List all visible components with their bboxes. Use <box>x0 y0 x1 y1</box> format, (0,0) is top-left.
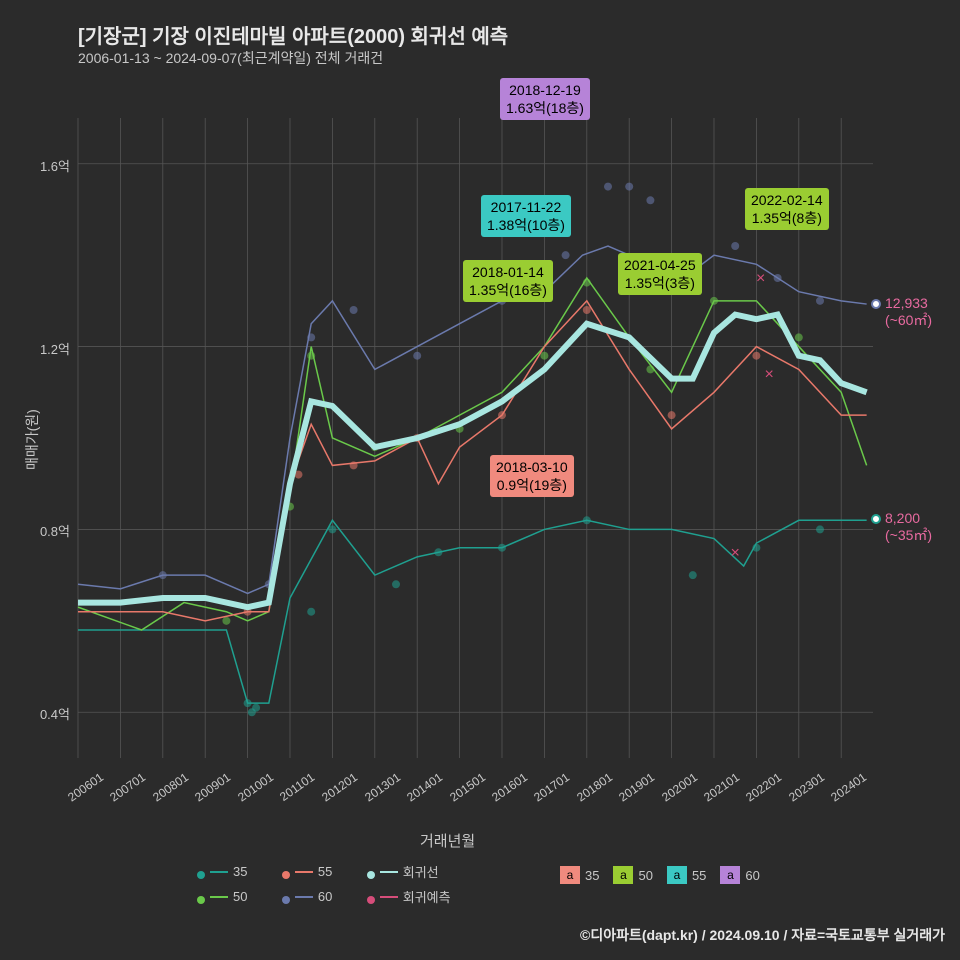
chart-container: [기장군] 기장 이진테마빌 아파트(2000) 회귀선 예측 2006-01-… <box>0 0 960 960</box>
annotation-box: 2021-04-251.35억(3층) <box>618 253 702 295</box>
legend-box-item: a50 <box>613 866 652 884</box>
credit-text: ©디아파트(dapt.kr) / 2024.09.10 / 자료=국토교통부 실… <box>580 925 945 945</box>
legend-item: 회귀선 <box>380 862 480 881</box>
end-label: 12,933(~60㎡) <box>885 295 932 329</box>
y-tick-label: 0.4억 <box>40 704 70 723</box>
legend-item: 회귀예측 <box>380 887 480 906</box>
legend-item: 50 <box>210 887 277 906</box>
end-label: 8,200(~35㎡) <box>885 510 932 544</box>
legend-box-item: a55 <box>667 866 706 884</box>
annotation-box: 2018-01-141.35억(16층) <box>463 260 553 302</box>
annotation-box: 2018-12-191.63억(18층) <box>500 78 590 120</box>
svg-text:×: × <box>764 366 773 383</box>
annotation-box: 2022-02-141.35억(8층) <box>745 188 829 230</box>
annotation-box: 2018-03-100.9억(19층) <box>490 455 574 497</box>
y-tick-label: 1.2억 <box>40 339 70 358</box>
legend-item: 60 <box>295 887 362 906</box>
plot-svg: × × × <box>0 0 960 960</box>
legend-lines: 35 55 회귀선 50 60 회귀예측 <box>210 862 480 906</box>
annotation-box: 2017-11-221.38억(10층) <box>481 195 571 237</box>
legend-item: 55 <box>295 862 362 881</box>
legend-item: 35 <box>210 862 277 881</box>
legend-boxes: a35 a50 a55 a60 <box>560 866 760 884</box>
y-tick-label: 0.8억 <box>40 521 70 540</box>
legend-box-item: a60 <box>720 866 759 884</box>
y-tick-label: 1.6억 <box>40 156 70 175</box>
x-axis-title: 거래년월 <box>420 830 475 851</box>
svg-text:×: × <box>756 270 765 287</box>
legend-box-item: a35 <box>560 866 599 884</box>
svg-text:×: × <box>731 544 740 561</box>
